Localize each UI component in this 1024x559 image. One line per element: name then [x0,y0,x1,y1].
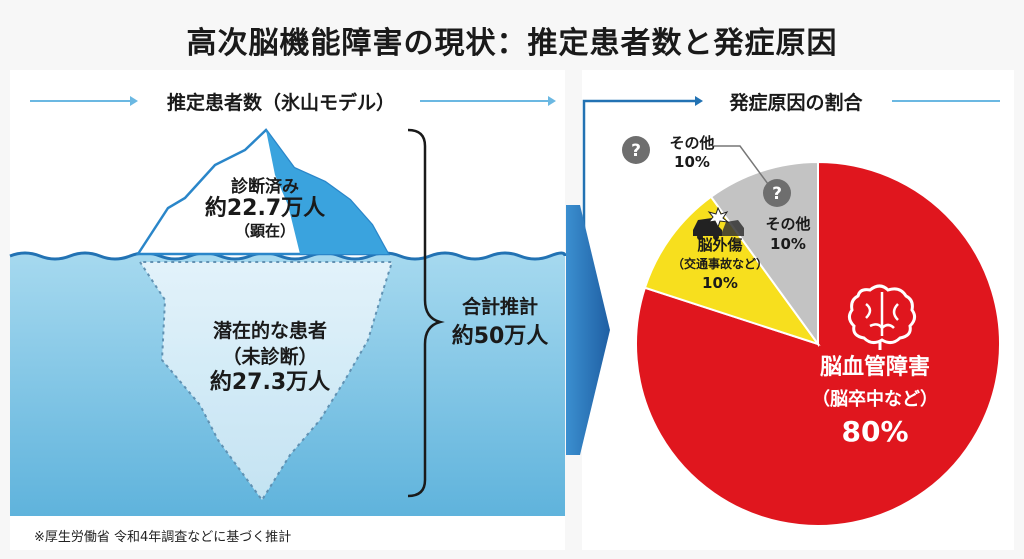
left-title-arrow-right [548,96,556,106]
total-label: 合計推計 [461,296,538,318]
question-icon: ? [622,136,650,164]
slice-label-stroke: 脳血管障害 （脳卒中など） 80% [790,352,960,448]
total-brace [407,128,445,498]
latent-value: 約27.3万人 [209,370,331,395]
left-title-arrow-left [130,96,138,106]
svg-text:?: ? [631,141,641,161]
iceberg-section-title: 推定患者数（氷山モデル） [166,92,395,114]
diagnosed-note: （顕在） [234,222,295,240]
slice-trauma-name: 脳外傷 [697,236,743,254]
right-title-rule-left [582,99,695,240]
pie-section-title: 発症原因の割合 [729,92,863,114]
diagnosed-label-block: 診断済み 約22.7万人 （顕在） [170,176,360,242]
right-title-arrow [695,96,703,106]
pie-slice-stroke [635,160,1001,527]
total-label-block: 合計推計 約50万人 [440,292,560,352]
brain-icon [847,284,917,350]
flow-arrow [566,205,610,455]
latent-label: 潜在的な患者 [212,320,327,342]
slice-other-name: その他 [765,215,811,233]
slice-stroke-name: 脳血管障害 [819,355,930,380]
callout-other-label: その他 10% [660,134,724,172]
callout-leader [712,145,769,185]
slice-stroke-sublabel: （脳卒中など） [812,389,938,410]
slice-other-percent: 10% [770,235,806,253]
slice-trauma-sublabel: （交通事故など） [671,257,768,271]
pie-chart [635,160,1001,527]
latent-label-block: 潜在的な患者 （未診断） 約27.3万人 [160,318,380,396]
iceberg-tip-shade [266,130,388,254]
car-crash-icon [693,206,744,240]
slice-stroke-percent: 80% [841,415,909,448]
pie-slice-trauma [643,195,821,346]
pie-slice-other [709,160,819,348]
total-value: 約50万人 [451,324,549,349]
svg-text:?: ? [772,184,782,204]
iceberg-underwater [138,261,394,502]
callout-other-name: その他 [669,134,715,152]
page-title: 高次脳機能障害の現状：推定患者数と発症原因 [186,26,838,61]
latent-note: （未診断） [222,346,318,368]
slice-label-other: その他 10% [756,214,820,254]
question-icon: ? [763,179,791,207]
callout-other-percent: 10% [674,153,710,171]
water-line [9,251,567,261]
slice-trauma-percent: 10% [702,274,738,292]
diagnosed-label: 診断済み [231,177,299,197]
footnote: ※厚生労働省 令和4年調査などに基づく推計 [34,530,292,545]
slice-label-trauma: 脳外傷 （交通事故など） 10% [668,236,772,293]
diagnosed-value: 約22.7万人 [204,196,326,221]
